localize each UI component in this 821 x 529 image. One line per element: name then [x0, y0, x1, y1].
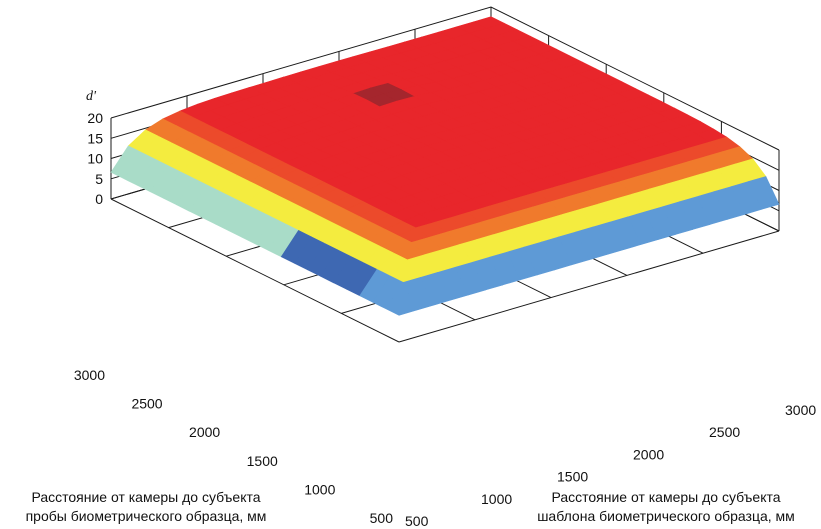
- y-axis-title: Расстояние от камеры до субъекта: [31, 489, 260, 505]
- y-tick-label: 2000: [189, 424, 220, 440]
- x-tick-label: 3000: [785, 402, 816, 418]
- x-tick-label: 2500: [709, 424, 740, 440]
- floor-gridline: [110, 198, 400, 343]
- z-axis-label: d': [86, 89, 97, 104]
- z-tick-label: 5: [95, 171, 103, 187]
- z-tick-label: 15: [87, 130, 103, 146]
- y-tick-label: 500: [370, 510, 394, 526]
- y-tick-label: 1500: [247, 453, 278, 469]
- y-tick-label: 1000: [304, 481, 335, 497]
- x-tick-label: 1500: [557, 469, 588, 485]
- axis-labels: 0 5 10 15 20 d' 500 1000 1500 2000 2500 3000 500 1000…: [26, 89, 817, 529]
- wall-gridline: [110, 6, 780, 151]
- z-tick-label: 10: [87, 151, 103, 167]
- x-tick-label: 500: [405, 513, 429, 529]
- x-tick-label: 1000: [481, 491, 512, 507]
- y-axis-title: пробы биометрического образца, мм: [26, 508, 267, 524]
- z-tick-label: 0: [95, 191, 103, 207]
- surface-patch: [385, 281, 417, 316]
- z-tick-label: 20: [87, 110, 103, 126]
- x-axis-title: шаблона биометрического образца, мм: [537, 508, 795, 524]
- surface: [110, 16, 780, 316]
- x-tick-label: 2000: [633, 446, 664, 462]
- x-axis-title: Расстояние от камеры до субъекта: [551, 489, 780, 505]
- floor-gridline: [398, 230, 780, 343]
- y-tick-label: 3000: [74, 367, 105, 383]
- y-tick-label: 2500: [131, 396, 162, 412]
